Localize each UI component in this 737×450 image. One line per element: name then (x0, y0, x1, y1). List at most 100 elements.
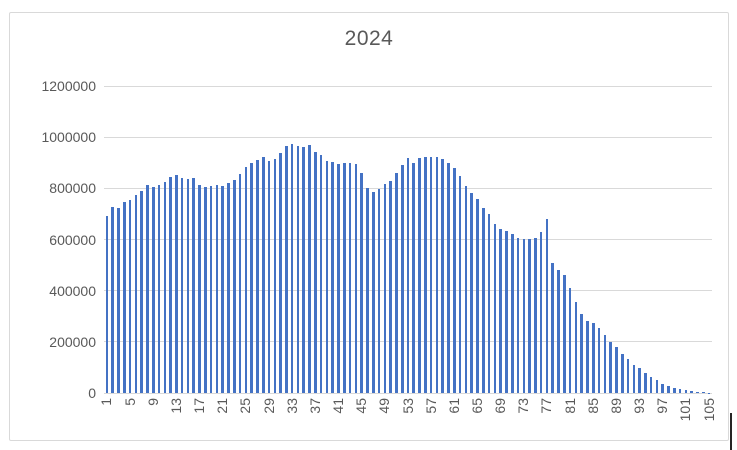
x-axis-label: 45 (353, 398, 370, 414)
bar-16 (192, 177, 196, 393)
bar-24 (238, 174, 242, 393)
x-axis-label: 89 (607, 398, 624, 414)
bar-82 (574, 302, 578, 393)
bar-86 (597, 327, 601, 393)
bar-7 (140, 190, 143, 393)
bar-48 (377, 189, 381, 393)
bar-44 (354, 163, 358, 393)
bar-3 (117, 207, 120, 393)
x-axis-label: 49 (376, 398, 393, 414)
bar-69 (499, 228, 502, 393)
bar-72 (516, 238, 520, 393)
bar-90 (620, 354, 624, 393)
bar-22 (227, 182, 230, 393)
bar-70 (505, 230, 508, 393)
x-axis-label: 21 (214, 398, 231, 414)
bar-61 (453, 167, 456, 393)
bar-66 (481, 207, 485, 393)
bar-87 (603, 334, 607, 393)
bar-5 (128, 199, 132, 393)
x-axis-label: 1 (98, 398, 115, 406)
bar-23 (232, 180, 236, 393)
x-axis-label: 9 (144, 398, 161, 406)
bar-58 (435, 157, 439, 393)
x-axis-label: 85 (584, 398, 601, 414)
bar-55 (418, 157, 421, 393)
bar-39 (325, 160, 329, 393)
bar-98 (667, 386, 670, 393)
bar-83 (580, 313, 583, 393)
bar-29 (267, 161, 271, 393)
gridline (104, 85, 712, 87)
chart-title: 2024 (344, 27, 394, 50)
x-axis-label: 53 (399, 398, 416, 414)
bar-73 (522, 238, 526, 393)
bar-99 (673, 388, 676, 393)
bar-43 (348, 162, 352, 393)
x-axis-label: 81 (561, 398, 578, 414)
bar-89 (615, 346, 618, 393)
bar-57 (429, 156, 433, 393)
bar-17 (198, 184, 201, 393)
bar-50 (389, 180, 392, 393)
bar-53 (406, 158, 410, 393)
bar-59 (441, 159, 445, 393)
bar-97 (661, 383, 665, 393)
bar-68 (493, 224, 497, 393)
bar-4 (122, 201, 126, 393)
bar-51 (395, 173, 398, 393)
bar-31 (279, 152, 282, 393)
plot-area (104, 85, 712, 394)
bar-77 (545, 219, 549, 393)
bar-49 (383, 183, 387, 393)
bar-46 (366, 188, 369, 393)
bar-65 (476, 199, 479, 393)
bar-52 (400, 164, 404, 393)
gridline (104, 392, 712, 394)
bar-91 (626, 359, 630, 393)
bar-103 (696, 391, 699, 393)
chart-area[interactable]: 2024 0 200000 400000 600000 800000 1000000 120… (9, 12, 729, 441)
y-axis-label: 600000 (49, 231, 96, 248)
x-axis-label: 17 (191, 398, 208, 414)
bar-104 (702, 392, 705, 393)
bar-94 (644, 373, 647, 393)
x-axis-label: 61 (445, 398, 462, 414)
bar-8 (146, 185, 149, 393)
x-axis-label: 41 (330, 398, 346, 414)
bar-26 (250, 162, 253, 393)
bar-102 (690, 391, 694, 393)
bar-34 (296, 145, 300, 393)
bar-74 (528, 238, 531, 393)
x-axis-label: 33 (283, 398, 300, 414)
bar-76 (539, 231, 543, 393)
screen-edge-artifact (730, 413, 732, 450)
x-axis-label: 105 (700, 398, 717, 422)
x-axis-label: 93 (631, 398, 648, 414)
bar-60 (447, 162, 450, 393)
y-axis-label: 800000 (49, 180, 96, 197)
bar-84 (586, 321, 589, 393)
y-axis-label: 200000 (49, 333, 96, 350)
bar-28 (261, 157, 265, 393)
bar-62 (458, 175, 462, 393)
bar-20 (215, 184, 219, 393)
bar-95 (649, 377, 653, 393)
x-axis-label: 77 (538, 398, 555, 414)
bar-27 (256, 159, 259, 393)
bar-21 (221, 186, 224, 393)
bar-13 (175, 175, 178, 393)
bar-85 (591, 323, 595, 393)
bar-80 (563, 275, 566, 393)
bar-30 (273, 158, 277, 393)
y-axis-label: 400000 (49, 282, 96, 299)
bar-19 (209, 186, 213, 393)
bar-33 (290, 144, 294, 393)
x-axis-label: 101 (677, 398, 694, 422)
bar-101 (684, 390, 688, 393)
bar-32 (285, 146, 288, 393)
bar-47 (371, 191, 375, 393)
x-axis-label: 69 (492, 398, 509, 414)
bar-75 (534, 238, 537, 393)
